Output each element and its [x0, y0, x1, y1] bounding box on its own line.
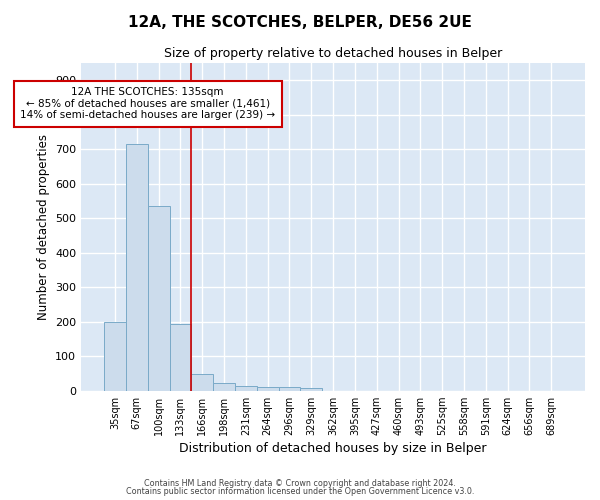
- Bar: [126, 144, 148, 390]
- Y-axis label: Number of detached properties: Number of detached properties: [37, 134, 50, 320]
- Text: Contains public sector information licensed under the Open Government Licence v3: Contains public sector information licen…: [126, 487, 474, 496]
- Bar: [235, 386, 257, 390]
- Text: 12A, THE SCOTCHES, BELPER, DE56 2UE: 12A, THE SCOTCHES, BELPER, DE56 2UE: [128, 15, 472, 30]
- X-axis label: Distribution of detached houses by size in Belper: Distribution of detached houses by size …: [179, 442, 487, 455]
- Text: Contains HM Land Registry data © Crown copyright and database right 2024.: Contains HM Land Registry data © Crown c…: [144, 478, 456, 488]
- Bar: [301, 388, 322, 390]
- Bar: [191, 374, 213, 390]
- Title: Size of property relative to detached houses in Belper: Size of property relative to detached ho…: [164, 48, 502, 60]
- Bar: [213, 383, 235, 390]
- Bar: [148, 206, 170, 390]
- Bar: [278, 387, 301, 390]
- Bar: [257, 386, 278, 390]
- Text: 12A THE SCOTCHES: 135sqm
← 85% of detached houses are smaller (1,461)
14% of sem: 12A THE SCOTCHES: 135sqm ← 85% of detach…: [20, 87, 275, 120]
- Bar: [104, 322, 126, 390]
- Bar: [170, 324, 191, 390]
